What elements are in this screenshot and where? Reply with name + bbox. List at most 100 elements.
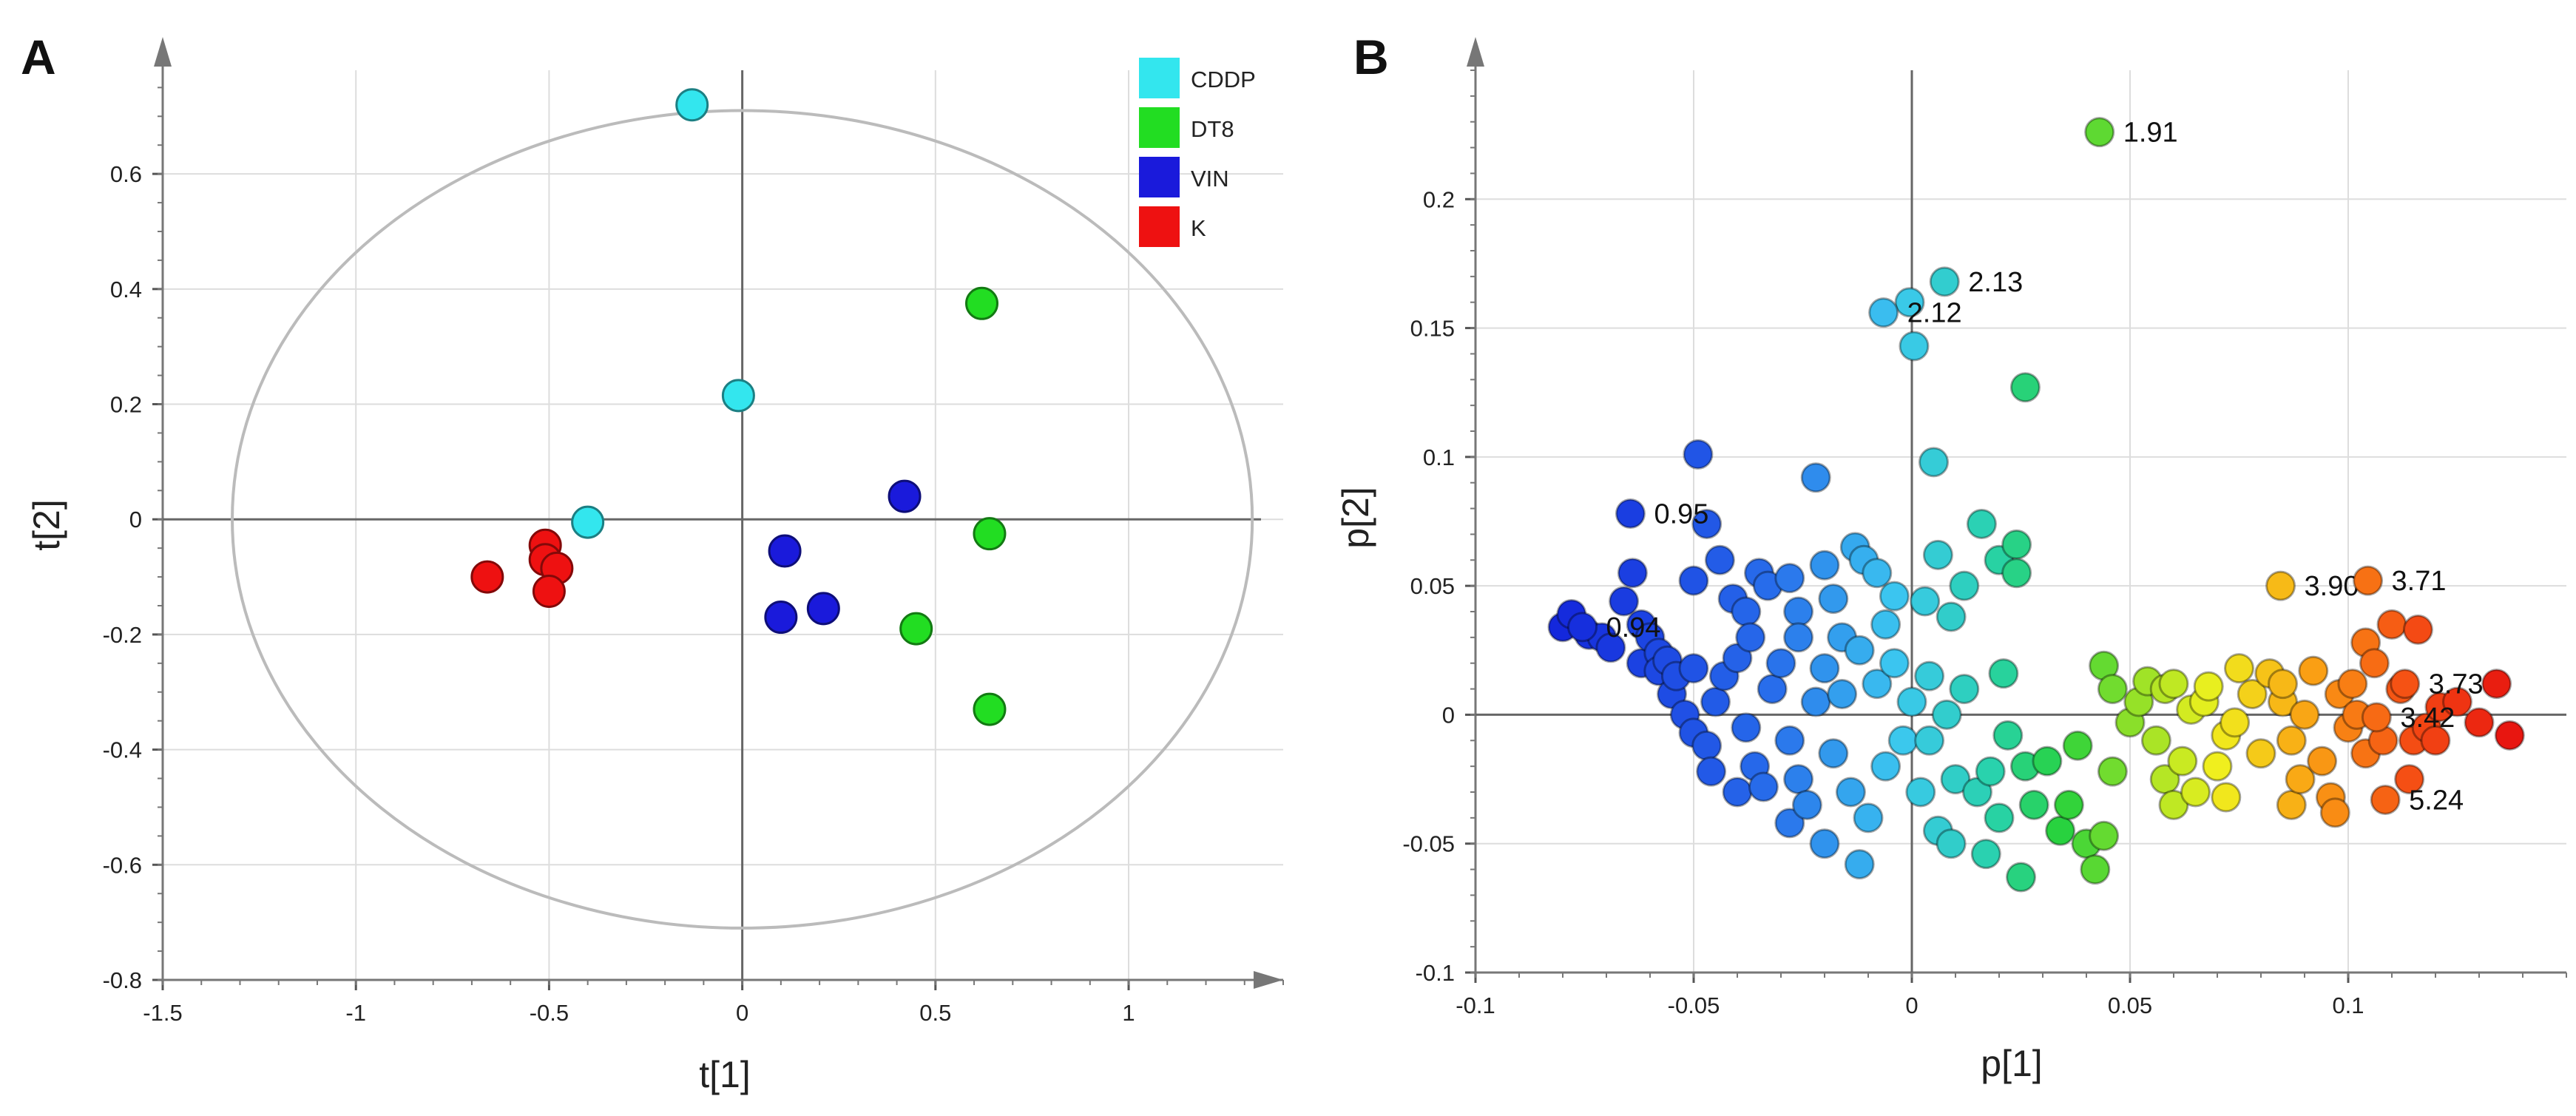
panel-b-loading-point — [1992, 720, 2024, 751]
panel-b-loading-point — [2307, 745, 2338, 777]
panel-b-loading-point — [1936, 601, 1967, 632]
panel-a-x-tick-label: -0.5 — [530, 1000, 569, 1026]
panel-b-loading-point — [1595, 632, 1626, 663]
panel-b-point-label: 0.94 — [1606, 612, 1661, 643]
panel-b-loading-point — [2298, 655, 2329, 686]
panel-b-loading-point — [1683, 439, 1714, 470]
panel-b-loading-point — [2376, 609, 2407, 640]
panel-b-loading-point — [2276, 725, 2307, 756]
panel-a-x-tick-label: -1.5 — [143, 1000, 182, 1026]
panel-b-loading-point — [2319, 797, 2350, 828]
panel-b-loading-point — [1722, 643, 1753, 674]
panel-b-loading-point — [2140, 725, 2171, 756]
panel-a-y-tick-label: 0.2 — [110, 392, 142, 418]
panel-b-loading-point — [1731, 712, 1762, 743]
panel-b-loading-point — [1678, 565, 1709, 596]
panel-b-loading-point — [1862, 669, 1893, 700]
panel-b-loading-point — [1844, 635, 1875, 666]
panel-b-loading-point — [1691, 730, 1723, 761]
panel-b-point-label: 1.91 — [2123, 118, 2178, 149]
panel-b-x-tick-label: -0.05 — [1668, 992, 1720, 1018]
panel-a-y-title: t[2] — [26, 499, 67, 550]
panel-b-loading-point — [2224, 653, 2254, 684]
panel-b-letter: B — [1353, 30, 1389, 84]
panel-a-hotelling-ellipse — [231, 109, 1254, 930]
legend-swatch-dt8 — [1139, 107, 1180, 148]
panel-b-y-tick-label: -0.1 — [1416, 960, 1455, 986]
panel-a-x-axis-arrow — [1254, 971, 1283, 989]
panel-a-y-tick-label: 0 — [129, 507, 142, 532]
panel-b-loading-point — [1922, 539, 1953, 570]
panel-a-y-tick-label: -0.6 — [103, 852, 142, 878]
panel-b-loading-point — [1791, 789, 1822, 820]
panel-a-x-tick-label: 1 — [1122, 1000, 1135, 1026]
panel-b-loading-point — [1765, 648, 1796, 679]
panel-b-loading-point — [1800, 462, 1831, 493]
panel-b-loading-point — [1722, 777, 1753, 808]
panel-b-x-title: p[1] — [1981, 1043, 2042, 1084]
panel-b-loading-point — [1704, 544, 1735, 575]
panel-b-loading-point — [1896, 686, 1927, 717]
panel-b-y-tick-label: 0.2 — [1423, 186, 1455, 212]
legend-label-dt8: DT8 — [1191, 116, 1234, 142]
panel-b-point-label: 2.13 — [1968, 267, 2023, 298]
panel-b-loading-point — [1862, 558, 1893, 589]
panel-b-loading-point — [2237, 679, 2268, 710]
panel-a-point-dt8 — [965, 286, 999, 320]
panel-b-loading-point — [2097, 756, 2128, 787]
panel-b-loading-point — [2276, 789, 2307, 820]
panel-b-loading-point — [2285, 764, 2316, 795]
panel-b-loading-point — [1899, 331, 1930, 362]
panel-b-loading-point — [1696, 756, 1727, 787]
panel-b-x-tick-label: 0 — [1905, 992, 1918, 1018]
panel-b-loading-point — [1940, 764, 1971, 795]
panel-b-loading-point — [2089, 820, 2120, 851]
panel-b-loading-point — [1757, 674, 1788, 705]
panel-b-point-label: 5.24 — [2409, 785, 2464, 816]
panel-a-point-vin — [768, 534, 802, 568]
panel-a-point-dt8 — [973, 692, 1007, 726]
panel-b-loading-point — [1905, 777, 1936, 808]
panel-b-loading-point — [2053, 789, 2084, 820]
panel-b-y-axis-arrow — [1467, 37, 1484, 67]
panel-b-loading-point — [2158, 789, 2189, 820]
panel-b-loading-point — [1949, 570, 1980, 601]
panel-b-loading-point — [2018, 789, 2049, 820]
panel-b-labeled-point — [2390, 669, 2421, 700]
panel-a-point-k — [532, 575, 566, 609]
panel-b-y-title: p[2] — [1335, 487, 1376, 548]
panel-b-point-label: 3.71 — [2392, 566, 2447, 597]
panel-b-loading-point — [1774, 563, 1805, 594]
panel-b-loading-point — [1835, 777, 1866, 808]
panel-a-point-vin — [806, 592, 840, 626]
panel-b-labeled-point — [1868, 297, 1899, 328]
panel-a-x-tick-label: -1 — [345, 1000, 366, 1026]
panel-b-labeled-point — [2353, 565, 2384, 596]
legend-swatch-vin — [1139, 157, 1180, 197]
panel-b-loading-point — [2193, 671, 2224, 702]
panel-b-loading-point — [1966, 508, 1997, 539]
panel-b-loading-point — [1809, 549, 1840, 581]
panel-b-loading-point — [2359, 648, 2390, 679]
panel-b-loading-point — [1783, 596, 1814, 627]
panel-b-loading-point — [1879, 648, 1910, 679]
legend-swatch-cddp — [1139, 58, 1180, 98]
legend-label-vin: VIN — [1191, 166, 1229, 192]
panel-b-loading-point — [2289, 699, 2320, 730]
panel-b-loading-point — [2001, 529, 2032, 560]
panel-b-loading-point — [2245, 738, 2276, 769]
panel-b-loading-point — [1748, 771, 1779, 802]
panel-a-y-tick-label: -0.4 — [103, 737, 142, 763]
panel-a-y-tick-label: 0.4 — [110, 277, 142, 302]
loading-plot-panel-b: -0.1 -0.05 0 0.05 0.1 -0.1 -0.05 0 0.05 0.1 0.15 0.… — [1402, 37, 2567, 1018]
panel-b-loading-point — [1914, 725, 1945, 756]
panel-a-x-tick-label: 0 — [736, 1000, 748, 1026]
panel-b-loading-point — [2001, 558, 2032, 589]
panel-b-labeled-point — [1615, 498, 1646, 530]
panel-a-point-dt8 — [899, 612, 933, 646]
score-plot-panel-a: -1.5 -1 -0.5 0 0.5 1 -0.8 -0.6 -0.4 -0.2 0 0.2 0.4 0.… — [103, 37, 1284, 1026]
panel-b-y-tick-label: 0.15 — [1410, 316, 1455, 342]
panel-b-loading-point — [1844, 849, 1875, 880]
panel-a-y-tick-label: -0.8 — [103, 967, 142, 993]
panel-a-letter: A — [21, 30, 56, 84]
